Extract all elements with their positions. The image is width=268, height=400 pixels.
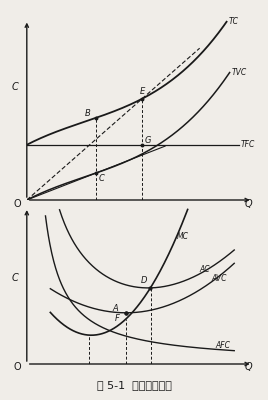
Text: 图 5-1  短期成本曲线: 图 5-1 短期成本曲线 [96,380,172,390]
Text: Q: Q [244,362,252,372]
Text: O: O [14,362,21,372]
Text: Q: Q [244,199,252,209]
Text: E: E [140,87,145,96]
Text: A: A [112,304,118,313]
Text: O: O [14,199,21,209]
Text: AC: AC [200,265,210,274]
Text: AFC: AFC [216,341,231,350]
Text: C: C [98,174,104,183]
Text: AVC: AVC [211,274,227,282]
Text: D: D [141,276,148,285]
Text: C: C [12,82,19,92]
Text: G: G [144,136,151,145]
Text: B: B [84,109,90,118]
Text: TC: TC [229,17,239,26]
Text: F: F [114,314,119,323]
Text: MC: MC [177,232,189,241]
Text: TVC: TVC [232,68,247,77]
Text: TFC: TFC [241,140,255,149]
Text: C: C [12,273,19,283]
